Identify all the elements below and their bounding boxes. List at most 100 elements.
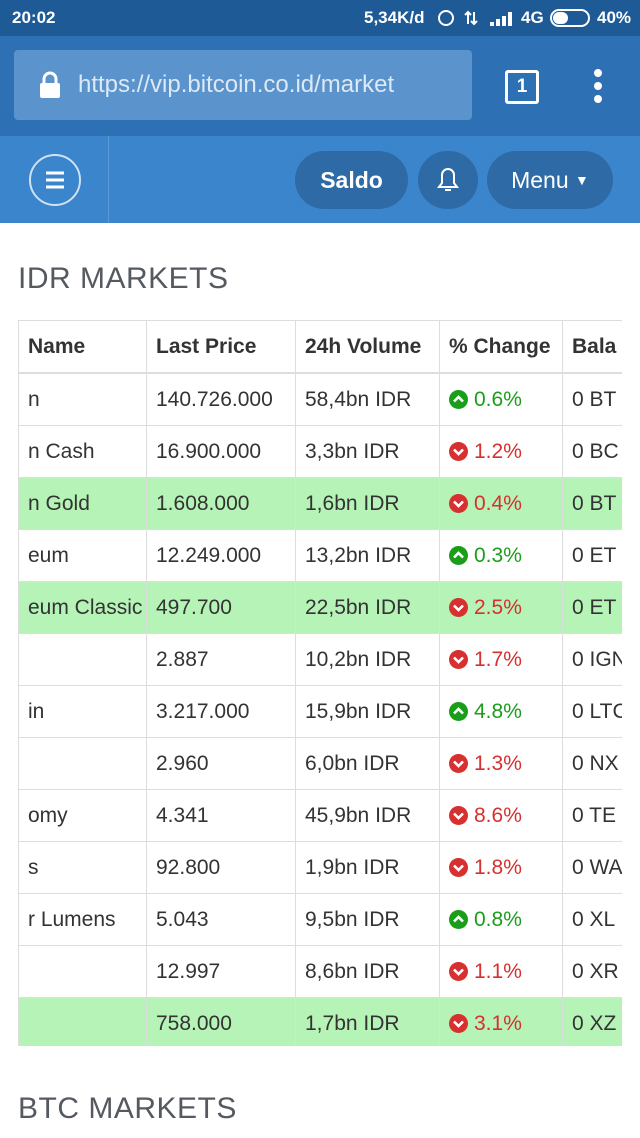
name-cell [18, 997, 147, 1046]
balance: 0 BC [562, 425, 622, 478]
battery-icon [550, 9, 590, 27]
market-row[interactable]: 12.997 8,6bn IDR 1.1% 0 XR [18, 945, 622, 998]
volume: 58,4bn IDR [295, 372, 440, 426]
saldo-button[interactable]: Saldo [295, 151, 408, 209]
saldo-label: Saldo [320, 167, 383, 193]
balance: 0 NX [562, 737, 622, 790]
market-row[interactable]: n 140.726.000 58,4bn IDR 0.6% 0 BT [18, 372, 622, 426]
change-icon [449, 545, 468, 565]
market-row[interactable]: omy 4.341 45,9bn IDR 8.6% 0 TE [18, 789, 622, 842]
volume: 22,5bn IDR [295, 581, 440, 634]
change-value: 4.8% [474, 699, 522, 723]
name-cell: n [18, 372, 147, 426]
change-icon [449, 389, 468, 409]
volume: 1,9bn IDR [295, 841, 440, 894]
name-cell: r Lumens [18, 893, 147, 946]
change-value: 1.1% [474, 959, 522, 983]
bell-icon [437, 168, 459, 191]
caret: ▼ [575, 172, 589, 188]
change-value: 1.8% [474, 855, 522, 879]
name-cell [18, 633, 147, 686]
tabs-button[interactable]: 1 [505, 70, 539, 104]
volume: 8,6bn IDR [295, 945, 440, 998]
last-price: 92.800 [146, 841, 296, 894]
volume: 15,9bn IDR [295, 685, 440, 738]
tab-count: 1 [516, 76, 528, 97]
change-icon [449, 441, 468, 461]
balance: 0 XZ [562, 997, 622, 1046]
change-value: 1.7% [474, 647, 522, 671]
market-row[interactable]: 758.000 1,7bn IDR 3.1% 0 XZ [18, 997, 622, 1046]
notification-button[interactable] [418, 151, 478, 209]
coin-name: n Cash [28, 439, 95, 463]
browser-bar: https://vip.bitcoin.co.id/market 1 [0, 36, 640, 136]
market-row[interactable]: n Cash 16.900.000 3,3bn IDR 1.2% 0 BC [18, 425, 622, 478]
last-price: 5.043 [146, 893, 296, 946]
balance: 0 IGN [562, 633, 622, 686]
change-value: 2.5% [474, 595, 522, 619]
change-value: 0.6% [474, 387, 522, 411]
coin-name: omy [28, 803, 68, 827]
balance: 0 XR [562, 945, 622, 998]
market-row[interactable]: r Lumens 5.043 9,5bn IDR 0.8% 0 XL [18, 893, 622, 946]
menu-button[interactable]: Menu ▼ [487, 151, 613, 209]
site-nav: Saldo Menu ▼ [0, 136, 640, 223]
name-cell: n Gold [18, 477, 147, 530]
coin-name: n Gold [28, 491, 90, 515]
network: 4G [521, 8, 544, 27]
change-icon [449, 961, 468, 981]
time: 20:02 [12, 8, 56, 27]
last-price: 497.700 [146, 581, 296, 634]
change-cell: 1.3% [439, 737, 563, 790]
market-row[interactable]: s 92.800 1,9bn IDR 1.8% 0 WA [18, 841, 622, 894]
url-field[interactable]: https://vip.bitcoin.co.id/market [14, 50, 472, 120]
change-value: 3.1% [474, 1011, 522, 1035]
change-cell: 8.6% [439, 789, 563, 842]
balance: 0 ET [562, 581, 622, 634]
divider [108, 136, 109, 223]
volume: 6,0bn IDR [295, 737, 440, 790]
change-cell: 3.1% [439, 997, 563, 1046]
change-icon [449, 753, 468, 773]
balance: 0 ET [562, 529, 622, 582]
market-row[interactable]: eum 12.249.000 13,2bn IDR 0.3% 0 ET [18, 529, 622, 582]
url: https://vip.bitcoin.co.id/market [78, 71, 395, 98]
last-price: 140.726.000 [146, 372, 296, 426]
change-cell: 1.2% [439, 425, 563, 478]
change-value: 0.3% [474, 543, 522, 567]
overflow-menu[interactable] [590, 68, 606, 104]
volume: 1,6bn IDR [295, 477, 440, 530]
balance: 0 XL [562, 893, 622, 946]
name-cell [18, 945, 147, 998]
change-cell: 1.1% [439, 945, 563, 998]
market-row[interactable]: n Gold 1.608.000 1,6bn IDR 0.4% 0 BT [18, 477, 622, 530]
battery: 40% [597, 8, 632, 27]
change-cell: 2.5% [439, 581, 563, 634]
last-price: 16.900.000 [146, 425, 296, 478]
status-icons [438, 10, 512, 26]
change-cell: 0.3% [439, 529, 563, 582]
balance: 0 WA [562, 841, 622, 894]
market-row[interactable]: 2.960 6,0bn IDR 1.3% 0 NX [18, 737, 622, 790]
volume: 10,2bn IDR [295, 633, 440, 686]
market-table: Name Last Price 24h Volume% Change Bala n 14… [18, 320, 622, 1046]
lock-icon [40, 71, 60, 98]
header-row: Name Last Price 24h Volume% Change Bala [18, 320, 622, 374]
last-price: 4.341 [146, 789, 296, 842]
change-value: 0.8% [474, 907, 522, 931]
name-cell: in [18, 685, 147, 738]
market-row[interactable]: eum Classic 497.700 22,5bn IDR 2.5% 0 ET [18, 581, 622, 634]
column-header: Name [18, 320, 147, 374]
market-row[interactable]: 2.887 10,2bn IDR 1.7% 0 IGN [18, 633, 622, 686]
balance: 0 BT [562, 477, 622, 530]
last-price: 2.960 [146, 737, 296, 790]
change-cell: 1.8% [439, 841, 563, 894]
change-value: 8.6% [474, 803, 522, 827]
balance: 0 TE [562, 789, 622, 842]
hamburger-button[interactable] [28, 153, 82, 207]
coin-name: s [28, 855, 39, 879]
volume: 9,5bn IDR [295, 893, 440, 946]
coin-name: eum Classic [28, 595, 143, 619]
